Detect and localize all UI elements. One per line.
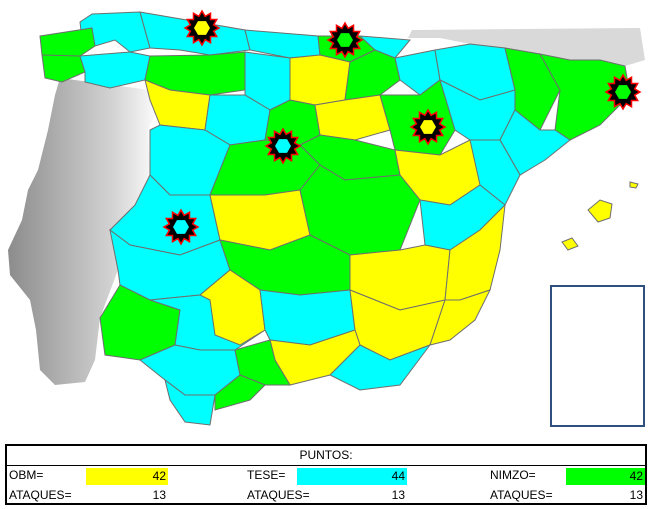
province[interactable] <box>469 139 521 206</box>
marker-hexagon-shape <box>194 21 210 35</box>
obm-attacks-label: ATAQUES= <box>9 488 72 502</box>
tese-points-label: TESE= <box>247 468 286 482</box>
marker-hexagon-shape <box>337 33 353 47</box>
portugal-region <box>8 78 160 385</box>
province[interactable] <box>499 109 571 176</box>
hexagon-star-icon[interactable] <box>326 21 364 59</box>
canary-islands-inset <box>550 285 645 427</box>
nimzo-attacks-label: ATAQUES= <box>490 488 553 502</box>
obm-points-value: 42 <box>86 468 168 485</box>
province[interactable] <box>79 51 151 89</box>
hexagon-star-icon[interactable] <box>264 127 302 165</box>
province[interactable] <box>561 237 579 251</box>
spain-provinces <box>39 11 639 426</box>
province[interactable] <box>164 378 216 426</box>
province[interactable] <box>214 374 266 411</box>
province[interactable] <box>329 343 432 391</box>
france-region <box>408 28 645 66</box>
points-row: OBM= 42 TESE= 44 NIMZO= 42 <box>7 466 645 485</box>
attacks-row: ATAQUES= 13 ATAQUES= 13 ATAQUES= 13 <box>7 486 645 505</box>
province[interactable] <box>587 199 613 223</box>
marker-hexagon-shape <box>173 220 189 234</box>
province[interactable] <box>289 54 351 106</box>
hexagon-star-icon[interactable] <box>183 9 221 47</box>
nimzo-attacks-value: 13 <box>629 488 643 502</box>
marker-hexagon-shape <box>275 139 291 153</box>
marker-hexagon-shape <box>615 85 631 99</box>
game-map <box>8 9 645 427</box>
obm-points-label: OBM= <box>9 468 44 482</box>
nimzo-points-value: 42 <box>566 468 645 485</box>
markers-layer <box>162 9 642 246</box>
tese-attacks-value: 13 <box>391 488 405 502</box>
hexagon-star-icon[interactable] <box>162 208 200 246</box>
marker-hexagon-shape <box>420 120 436 134</box>
province[interactable] <box>539 53 631 141</box>
nimzo-points-label: NIMZO= <box>490 468 536 482</box>
score-panel: PUNTOS: OBM= 42 TESE= 44 NIMZO= 42 ATAQU… <box>5 444 647 505</box>
obm-attacks-value: 13 <box>152 488 166 502</box>
hexagon-star-icon[interactable] <box>604 73 642 111</box>
province[interactable] <box>629 181 639 189</box>
tese-attacks-label: ATAQUES= <box>247 488 310 502</box>
province[interactable] <box>199 269 266 346</box>
province[interactable] <box>41 54 86 83</box>
score-title: PUNTOS: <box>299 448 353 462</box>
hexagon-star-icon[interactable] <box>409 108 447 146</box>
tese-points-value: 44 <box>297 468 407 485</box>
